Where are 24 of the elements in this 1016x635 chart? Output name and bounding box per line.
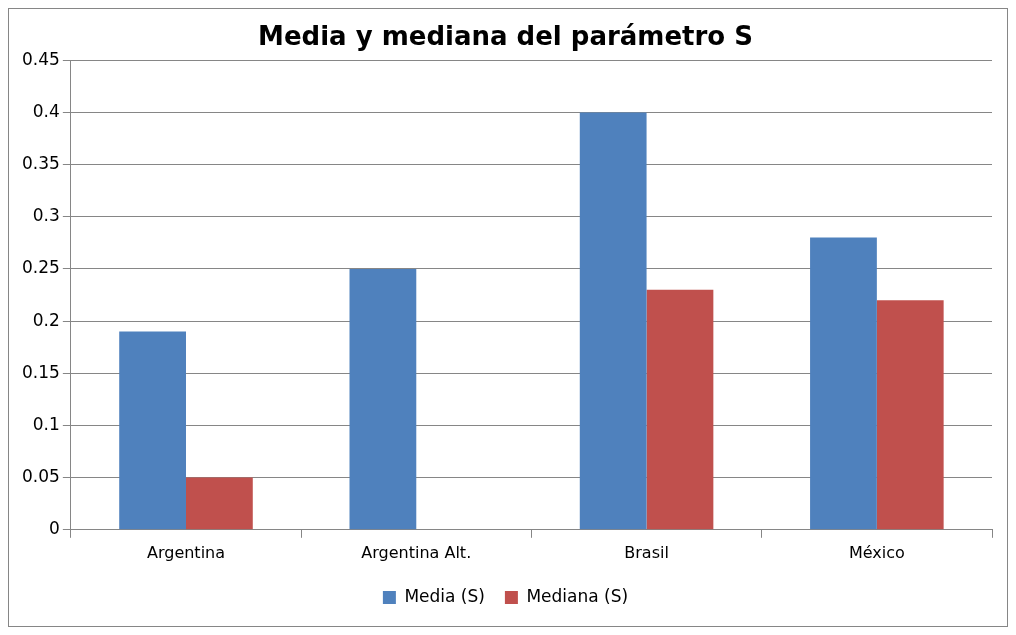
y-tick-label: 0.1: [32, 413, 60, 434]
y-tick-label: 0.05: [21, 466, 60, 487]
chart-title: Media y mediana del parámetro S: [258, 21, 753, 52]
y-tick-label: 0.15: [21, 361, 60, 382]
x-tick-label: Brasil: [624, 542, 669, 562]
x-tick-label: Argentina: [146, 542, 226, 562]
bar: [119, 331, 186, 530]
bar: [810, 237, 877, 530]
y-tick-label: 0.4: [32, 100, 60, 121]
bar: [186, 477, 253, 530]
legend-label: Mediana (S): [526, 585, 629, 606]
x-tick-label: México: [848, 542, 905, 562]
bar: [876, 300, 944, 530]
y-tick-label: 0.3: [32, 205, 60, 226]
y-tick-label: 0: [49, 518, 60, 539]
y-tick-label: 0.2: [32, 309, 60, 330]
bar: [646, 289, 714, 530]
y-tick-label: 0.25: [21, 257, 60, 278]
x-tick-label: Argentina Alt.: [361, 542, 472, 562]
bar: [349, 268, 417, 530]
bar: [579, 112, 647, 530]
y-tick-label: 0.35: [21, 152, 60, 173]
y-tick-label: 0.45: [21, 48, 60, 69]
legend-label: Media (S): [404, 585, 485, 606]
